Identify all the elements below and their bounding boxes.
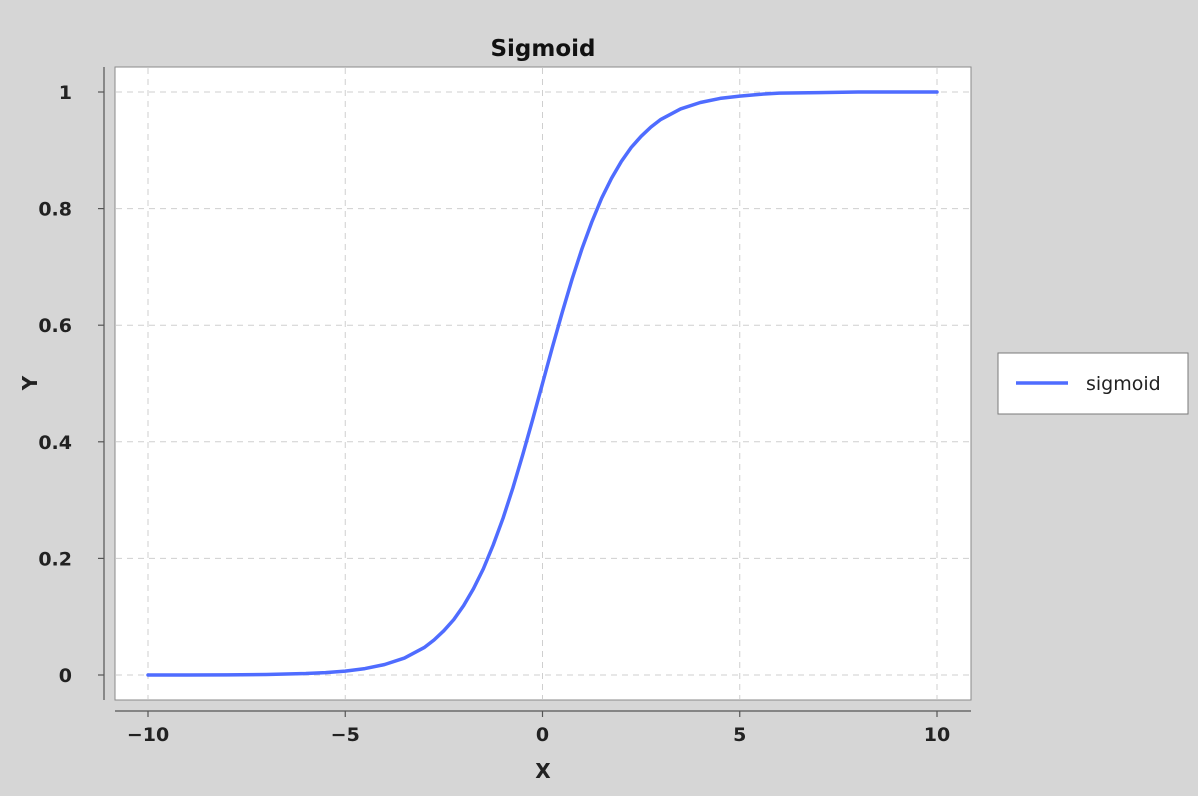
y-axis-ticks: 0 0.2 0.4 0.6 0.8 1 — [38, 82, 104, 687]
y-tick-label-5: 1 — [59, 82, 72, 104]
series-line-sigmoid — [146, 90, 939, 677]
y-tick-label-2: 0.4 — [38, 432, 72, 454]
legend-label-sigmoid: sigmoid — [1086, 373, 1161, 395]
x-tick-label-2: 0 — [536, 724, 549, 746]
y-tick-label-0: 0 — [59, 665, 72, 687]
x-tick-label-0: −10 — [127, 724, 169, 746]
x-tick-label-1: −5 — [331, 724, 360, 746]
x-axis-ticks: −10 −5 0 5 10 — [127, 711, 950, 746]
y-tick-label-1: 0.2 — [38, 548, 72, 570]
y-axis-label: Y — [18, 375, 42, 391]
y-tick-label-4: 0.8 — [38, 199, 72, 221]
chart-title: Sigmoid — [490, 36, 595, 62]
x-tick-label-3: 5 — [733, 724, 746, 746]
legend: sigmoid — [997, 352, 1189, 415]
x-axis-label: X — [535, 759, 551, 783]
y-tick-label-3: 0.6 — [38, 315, 72, 337]
x-tick-label-4: 10 — [924, 724, 950, 746]
